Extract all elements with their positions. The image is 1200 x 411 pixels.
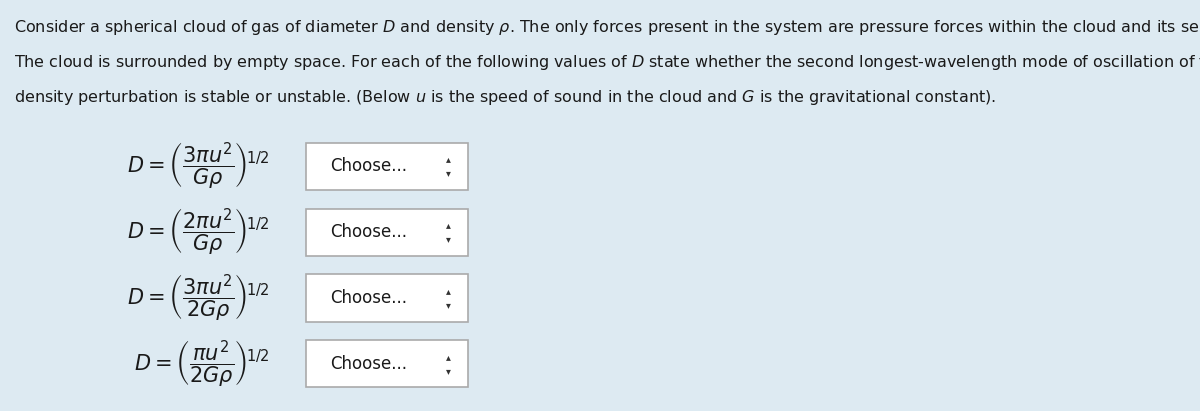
- Text: $D = \left(\dfrac{\pi u^2}{2G\rho}\right)^{\!1/2}$: $D = \left(\dfrac{\pi u^2}{2G\rho}\right…: [134, 338, 270, 390]
- FancyBboxPatch shape: [306, 143, 468, 190]
- FancyBboxPatch shape: [306, 275, 468, 321]
- Text: Choose...: Choose...: [330, 223, 407, 241]
- Text: ▴: ▴: [446, 155, 451, 164]
- Text: The cloud is surrounded by empty space. For each of the following values of $D$ : The cloud is surrounded by empty space. …: [14, 53, 1200, 72]
- Text: density perturbation is stable or unstable. (Below $u$ is the speed of sound in : density perturbation is stable or unstab…: [14, 88, 996, 107]
- FancyBboxPatch shape: [306, 340, 468, 387]
- Text: $D = \left(\dfrac{2\pi u^2}{G\rho}\right)^{\!1/2}$: $D = \left(\dfrac{2\pi u^2}{G\rho}\right…: [127, 206, 270, 258]
- Text: ▴: ▴: [446, 286, 451, 296]
- Text: Consider a spherical cloud of gas of diameter $D$ and density $\rho$. The only f: Consider a spherical cloud of gas of dia…: [14, 18, 1200, 37]
- Text: Choose...: Choose...: [330, 355, 407, 373]
- FancyBboxPatch shape: [306, 209, 468, 256]
- Text: ▾: ▾: [446, 169, 451, 178]
- Text: $D = \left(\dfrac{3\pi u^2}{2G\rho}\right)^{\!1/2}$: $D = \left(\dfrac{3\pi u^2}{2G\rho}\righ…: [127, 272, 270, 324]
- Text: $D = \left(\dfrac{3\pi u^2}{G\rho}\right)^{\!1/2}$: $D = \left(\dfrac{3\pi u^2}{G\rho}\right…: [127, 141, 270, 192]
- Text: Choose...: Choose...: [330, 157, 407, 175]
- Text: ▾: ▾: [446, 234, 451, 244]
- Text: ▾: ▾: [446, 366, 451, 376]
- Text: ▾: ▾: [446, 300, 451, 310]
- Text: ▴: ▴: [446, 220, 451, 230]
- Text: Choose...: Choose...: [330, 289, 407, 307]
- Text: ▴: ▴: [446, 352, 451, 362]
